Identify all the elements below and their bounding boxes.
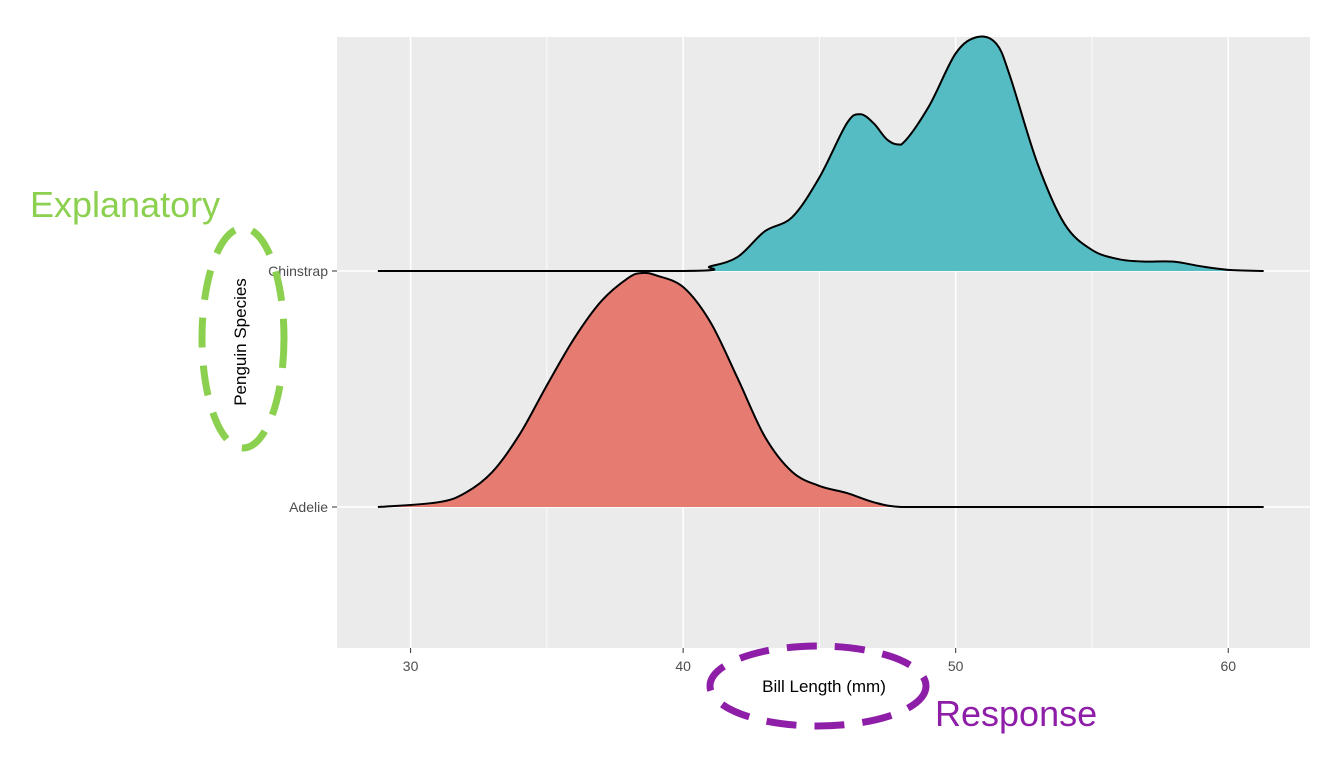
density-ridges — [377, 35, 1264, 509]
x-tick-label: 30 — [403, 658, 419, 674]
x-tick-label: 40 — [675, 658, 691, 674]
x-tick-label: 60 — [1220, 658, 1236, 674]
response-annotation: Response — [935, 693, 1097, 734]
x-tick-label: 50 — [948, 658, 964, 674]
y-tick-label: Adelie — [289, 499, 328, 515]
x-axis-title: Bill Length (mm) — [762, 677, 886, 696]
plot-panel — [337, 37, 1310, 648]
y-tick-label: Chinstrap — [268, 263, 328, 279]
ridge-outline-chinstrap — [377, 35, 1264, 273]
ridge-fill-adelie — [377, 272, 1264, 507]
response-highlight-ellipse — [706, 642, 930, 730]
explanatory-highlight-ellipse — [198, 224, 288, 452]
axes: 30 40 50 60 Adelie Chinstrap — [268, 263, 1236, 674]
ridge-fill-chinstrap — [377, 36, 1264, 272]
ridge-outline-adelie — [377, 271, 1264, 509]
y-axis-title: Penguin Species — [231, 278, 250, 406]
explanatory-annotation: Explanatory — [30, 184, 220, 225]
